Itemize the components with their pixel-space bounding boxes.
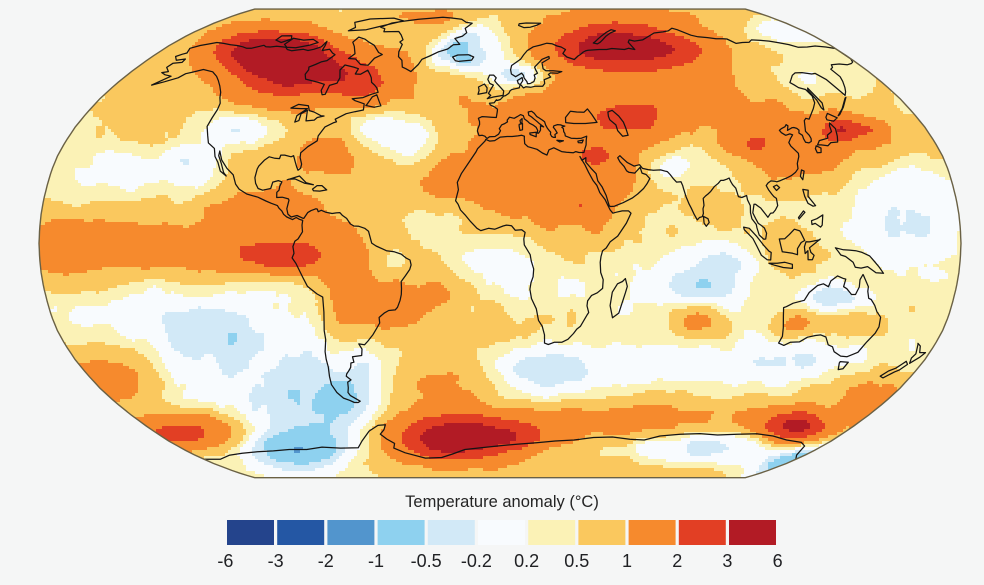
- svg-text:2: 2: [672, 551, 682, 571]
- svg-text:-6: -6: [217, 551, 233, 571]
- svg-text:-0.5: -0.5: [411, 551, 442, 571]
- svg-text:-0.2: -0.2: [461, 551, 492, 571]
- svg-text:3: 3: [722, 551, 732, 571]
- svg-text:0.2: 0.2: [514, 551, 539, 571]
- svg-text:-1: -1: [368, 551, 384, 571]
- svg-text:1: 1: [622, 551, 632, 571]
- svg-text:0.5: 0.5: [564, 551, 589, 571]
- svg-text:-2: -2: [318, 551, 334, 571]
- svg-text:Temperature anomaly (°C): Temperature anomaly (°C): [405, 493, 599, 511]
- svg-text:-3: -3: [268, 551, 284, 571]
- svg-text:6: 6: [773, 551, 783, 571]
